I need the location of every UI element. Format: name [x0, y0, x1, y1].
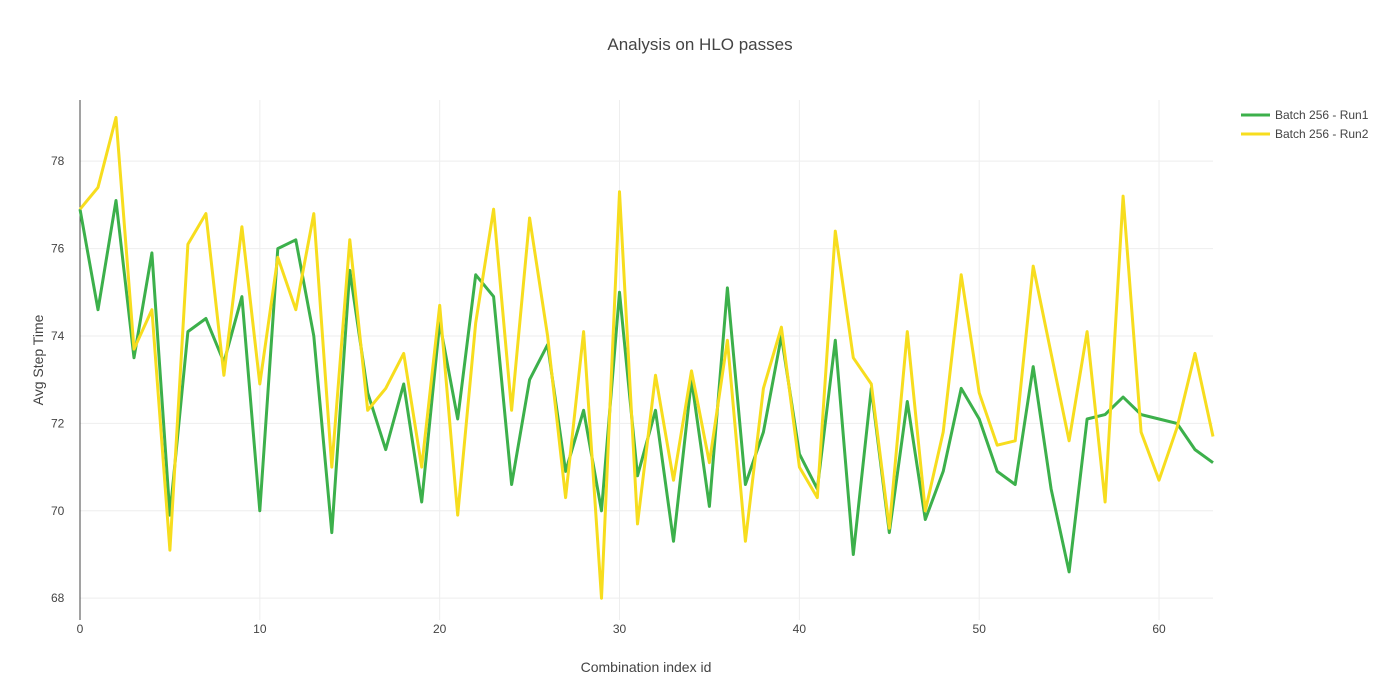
y-tick-label: 74: [51, 329, 65, 343]
chart-title: Analysis on HLO passes: [607, 35, 792, 54]
series-line-run1[interactable]: [78, 199, 1214, 574]
x-tick-label: 20: [433, 622, 447, 636]
legend-label: Batch 256 - Run1: [1275, 108, 1369, 122]
x-tick-label: 60: [1152, 622, 1166, 636]
y-tick-label: 72: [51, 416, 65, 430]
x-tick-label: 30: [613, 622, 627, 636]
legend[interactable]: Batch 256 - Run1 Batch 256 - Run2: [1241, 108, 1369, 141]
legend-label: Batch 256 - Run2: [1275, 127, 1369, 141]
legend-item-run2[interactable]: Batch 256 - Run2: [1241, 127, 1369, 141]
y-tick-label: 68: [51, 591, 65, 605]
x-tick-labels: 0 10 20 30 40 50 60: [77, 622, 1166, 636]
series-line-run2[interactable]: [78, 116, 1215, 600]
x-axis-title: Combination index id: [581, 659, 712, 675]
y-tick-labels: 68 70 72 74 76 78: [51, 154, 65, 605]
y-tick-label: 70: [51, 504, 65, 518]
legend-item-run1[interactable]: Batch 256 - Run1: [1241, 108, 1369, 122]
series-layer: [78, 116, 1215, 600]
y-axis-title: Avg Step Time: [30, 314, 46, 405]
x-gridlines: [259, 100, 1160, 620]
y-tick-label: 78: [51, 154, 65, 168]
x-tick-label: 40: [793, 622, 807, 636]
x-tick-label: 50: [973, 622, 987, 636]
x-tick-label: 0: [77, 622, 84, 636]
x-tick-label: 10: [253, 622, 267, 636]
y-tick-label: 76: [51, 242, 65, 256]
